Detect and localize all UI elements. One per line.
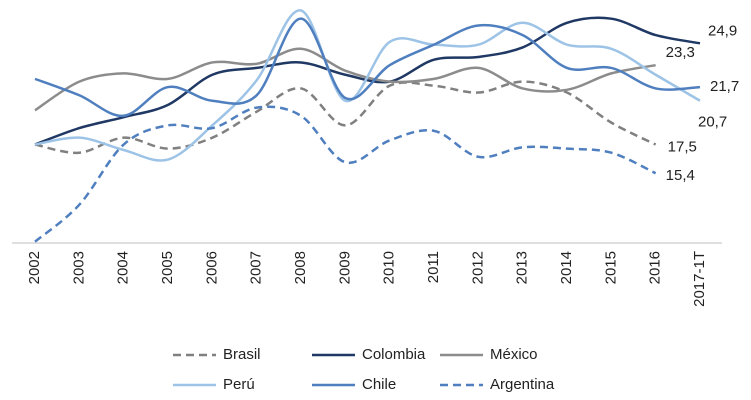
x-tick-label: 2008 — [292, 251, 309, 284]
series-line — [34, 9, 701, 162]
x-tick-label: 2011 — [425, 251, 442, 283]
x-tick-label: 2014 — [558, 251, 575, 284]
x-tick-label: 2004 — [115, 251, 132, 284]
value-label: 17,5 — [668, 138, 697, 155]
value-label: 24,9 — [708, 22, 737, 39]
legend-label: Chile — [362, 376, 396, 393]
legend-label: México — [490, 346, 538, 363]
value-label: 20,7 — [698, 114, 727, 131]
x-tick-label: 2007 — [248, 251, 265, 284]
series-line — [34, 17, 701, 118]
x-tick-label: 2012 — [469, 251, 486, 284]
series-line — [34, 16, 701, 146]
value-label: 15,4 — [666, 167, 695, 184]
legend-label: Perú — [223, 376, 255, 393]
value-label: 23,3 — [666, 44, 695, 61]
x-tick-label: 2003 — [70, 251, 87, 284]
x-tick-label: 2006 — [203, 251, 220, 284]
series-line — [34, 47, 656, 112]
series-line — [34, 80, 657, 155]
legend-label: Argentina — [490, 376, 555, 393]
x-tick-label: 2015 — [602, 251, 619, 284]
legend-label: Brasil — [223, 346, 261, 363]
x-tick-label: 2016 — [647, 251, 664, 284]
series-line — [34, 105, 657, 243]
x-tick-label: 2005 — [159, 251, 176, 284]
x-tick-label: 2002 — [26, 251, 43, 284]
x-tick-label: 2013 — [514, 251, 531, 284]
x-tick-label: 2010 — [381, 251, 398, 284]
legend-label: Colombia — [362, 346, 426, 363]
value-label: 21,7 — [710, 78, 739, 95]
x-tick-label: 2009 — [336, 251, 353, 284]
x-tick-label: 2017-1T — [691, 251, 708, 307]
